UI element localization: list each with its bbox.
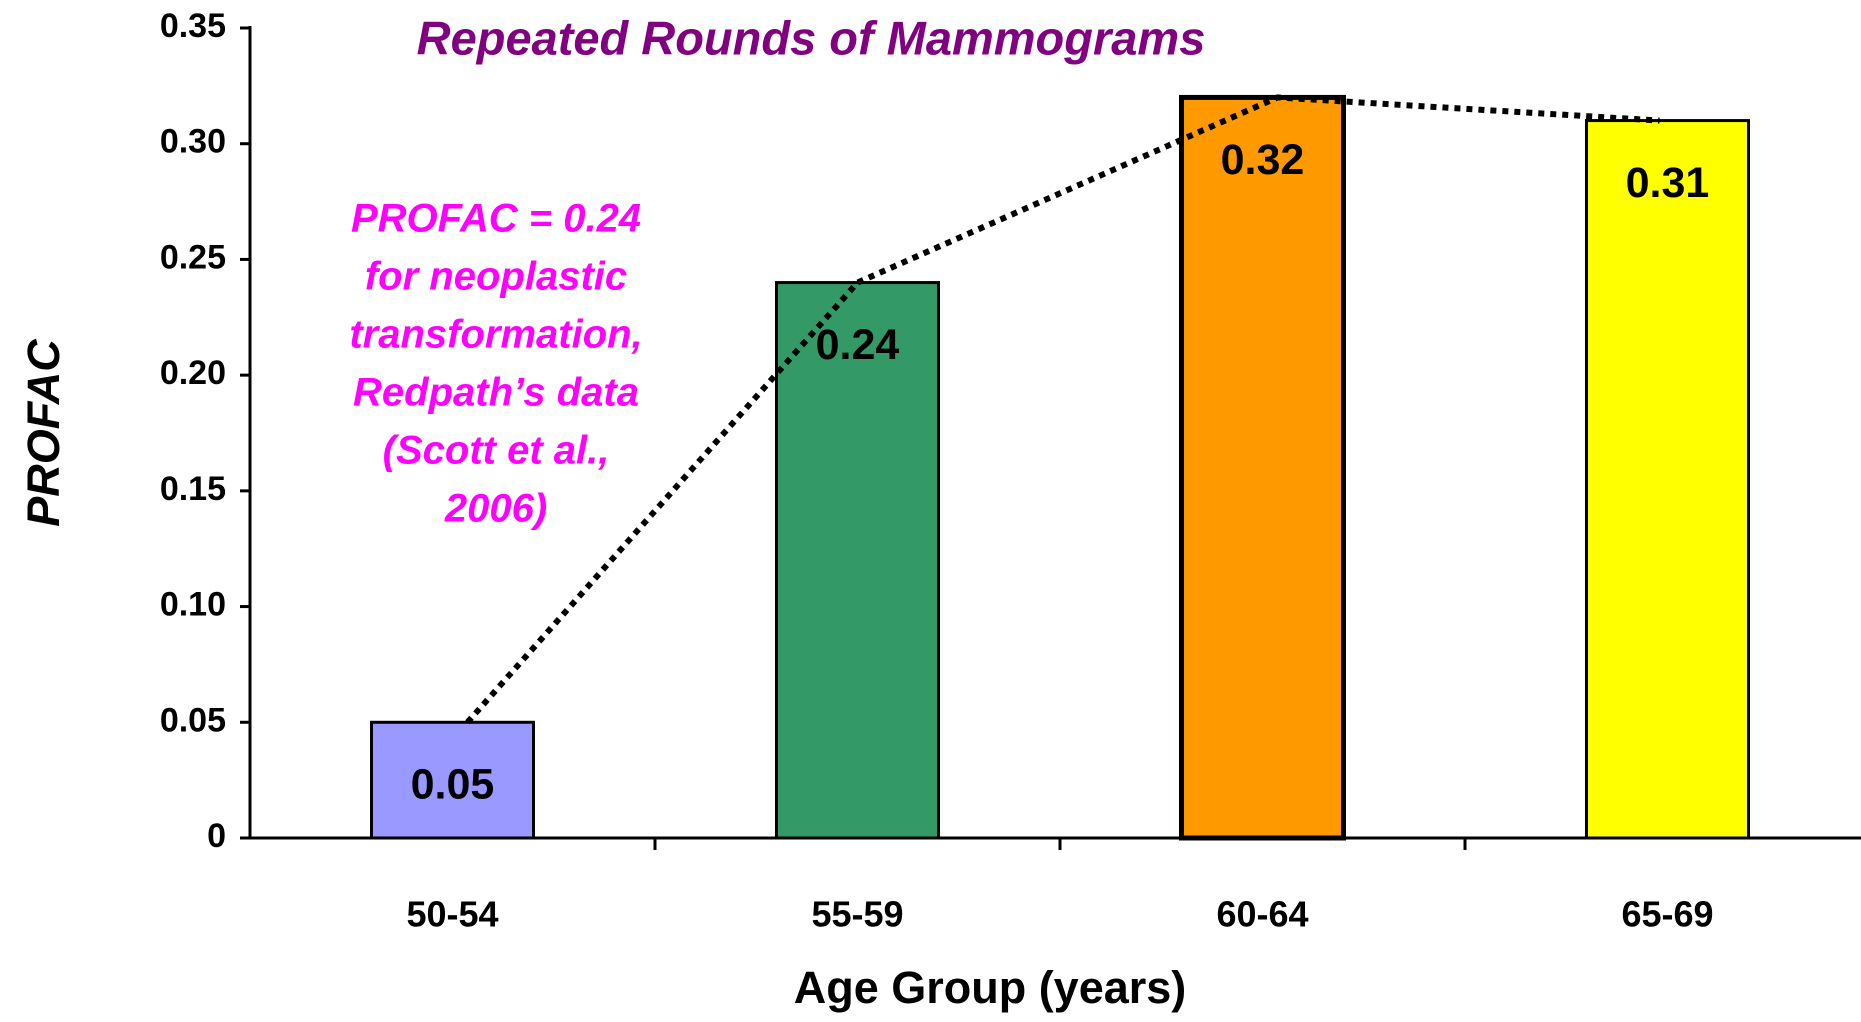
data-label: 0.05: [411, 761, 495, 809]
y-tick-label: 0.15: [160, 470, 226, 508]
annotation-line: (Scott et al.,: [383, 429, 610, 473]
data-label: 0.24: [816, 321, 900, 369]
y-tick-label: 0.30: [160, 123, 226, 161]
annotation-line: 2006): [444, 487, 547, 531]
annotation-line: transformation,: [349, 313, 642, 357]
bar: [370, 720, 535, 840]
annotation-line: PROFAC = 0.24: [351, 197, 641, 241]
y-tick-label: 0.35: [160, 7, 226, 45]
y-tick-label: 0.20: [160, 354, 226, 392]
x-tick-label: 50-54: [406, 894, 498, 935]
data-label: 0.32: [1221, 136, 1305, 184]
y-tick-label: 0.05: [160, 701, 226, 739]
bar: [775, 281, 940, 840]
x-tick-label: 65-69: [1621, 894, 1713, 935]
x-tick-label: 55-59: [811, 894, 903, 935]
annotation-line: for neoplastic: [365, 255, 627, 299]
chart-title: Repeated Rounds of Mammograms: [417, 11, 1206, 64]
trend-line: [465, 94, 1660, 725]
x-axis-title: Age Group (years): [794, 962, 1187, 1013]
bar: [1179, 94, 1346, 841]
y-tick-label: 0: [207, 817, 226, 855]
bar: [1585, 119, 1750, 840]
x-tick-label: 60-64: [1216, 894, 1308, 935]
data-label: 0.31: [1626, 159, 1710, 207]
y-tick-label: 0.25: [160, 238, 226, 276]
y-tick-label: 0.10: [160, 586, 226, 624]
annotation-line: Redpath’s data: [353, 371, 639, 415]
y-axis-title: PROFAC: [18, 338, 69, 527]
